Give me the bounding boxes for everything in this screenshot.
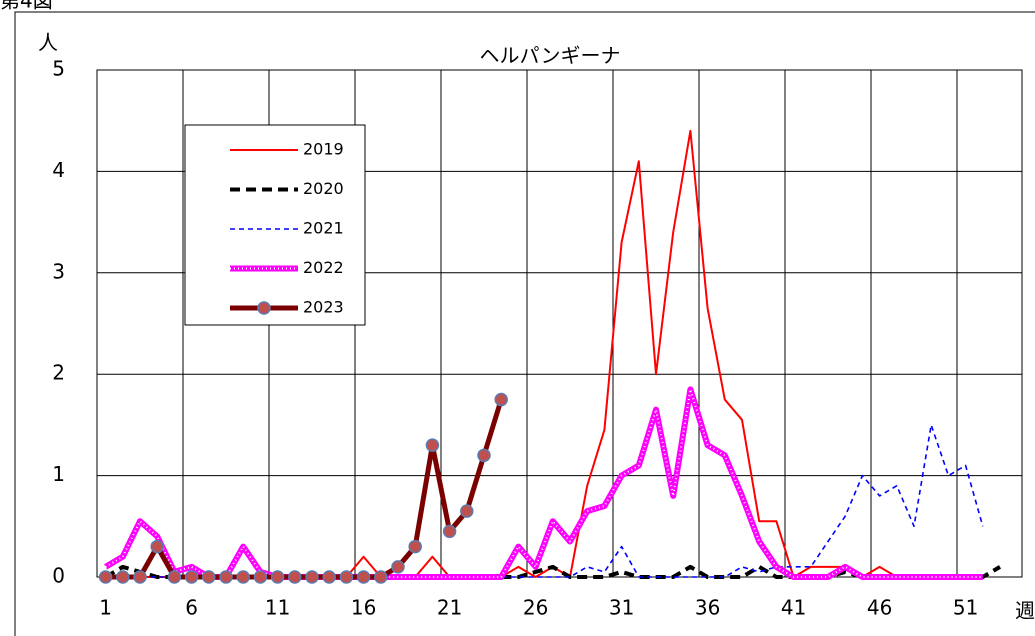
series-marker xyxy=(305,570,319,584)
series-marker xyxy=(425,438,440,452)
series-marker xyxy=(253,570,268,584)
series-marker xyxy=(236,570,250,584)
x-tick-label: 16 xyxy=(351,596,376,620)
legend-label: 2023 xyxy=(303,298,344,317)
series-marker xyxy=(116,570,130,584)
series-marker xyxy=(133,570,147,584)
y-tick-label: 5 xyxy=(52,57,65,81)
y-axis-label: 人 xyxy=(38,31,58,55)
legend-label: 2022 xyxy=(303,258,344,277)
series-marker xyxy=(288,570,302,584)
x-tick-label: 46 xyxy=(867,596,892,620)
x-tick-label: 31 xyxy=(609,596,634,620)
x-tick-label: 6 xyxy=(185,596,198,620)
series-marker xyxy=(477,448,491,463)
series-marker xyxy=(167,570,182,584)
series-marker xyxy=(356,570,371,584)
legend-label: 2019 xyxy=(303,140,344,159)
x-tick-label: 26 xyxy=(523,596,548,620)
series-marker xyxy=(339,570,354,584)
x-tick-label: 36 xyxy=(695,596,720,620)
series-marker xyxy=(219,570,233,584)
chart-title: ヘルパンギーナ xyxy=(480,44,621,68)
y-tick-label: 3 xyxy=(52,259,65,283)
series-marker xyxy=(442,524,457,539)
series-marker xyxy=(270,570,285,584)
legend-box xyxy=(184,124,366,326)
legend-label: 2020 xyxy=(303,179,344,198)
series-marker xyxy=(150,539,164,554)
series-marker xyxy=(184,570,199,584)
y-tick-label: 2 xyxy=(52,361,65,385)
series-marker xyxy=(322,570,336,584)
legend-marker xyxy=(257,301,271,315)
x-tick-label: 1 xyxy=(99,596,112,620)
x-tick-label: 41 xyxy=(781,596,806,620)
legend-label: 2021 xyxy=(303,219,344,238)
x-tick-label: 21 xyxy=(437,596,462,620)
y-tick-label: 0 xyxy=(52,564,65,588)
x-axis-label: 週 xyxy=(1015,599,1035,623)
figure-label: 第4図 xyxy=(0,0,53,13)
figure-frame xyxy=(14,11,1035,636)
series-marker xyxy=(460,504,474,518)
series-marker xyxy=(494,392,508,407)
series-marker xyxy=(202,570,216,584)
y-tick-label: 4 xyxy=(52,158,65,182)
series-line xyxy=(104,386,983,580)
series-marker xyxy=(98,570,113,584)
series-marker xyxy=(408,539,422,554)
y-tick-label: 1 xyxy=(52,462,65,486)
series-marker xyxy=(391,560,405,574)
series-marker xyxy=(374,570,388,584)
series-line-pattern xyxy=(105,388,983,578)
x-tick-label: 11 xyxy=(265,596,290,620)
x-tick-label: 51 xyxy=(953,596,978,620)
